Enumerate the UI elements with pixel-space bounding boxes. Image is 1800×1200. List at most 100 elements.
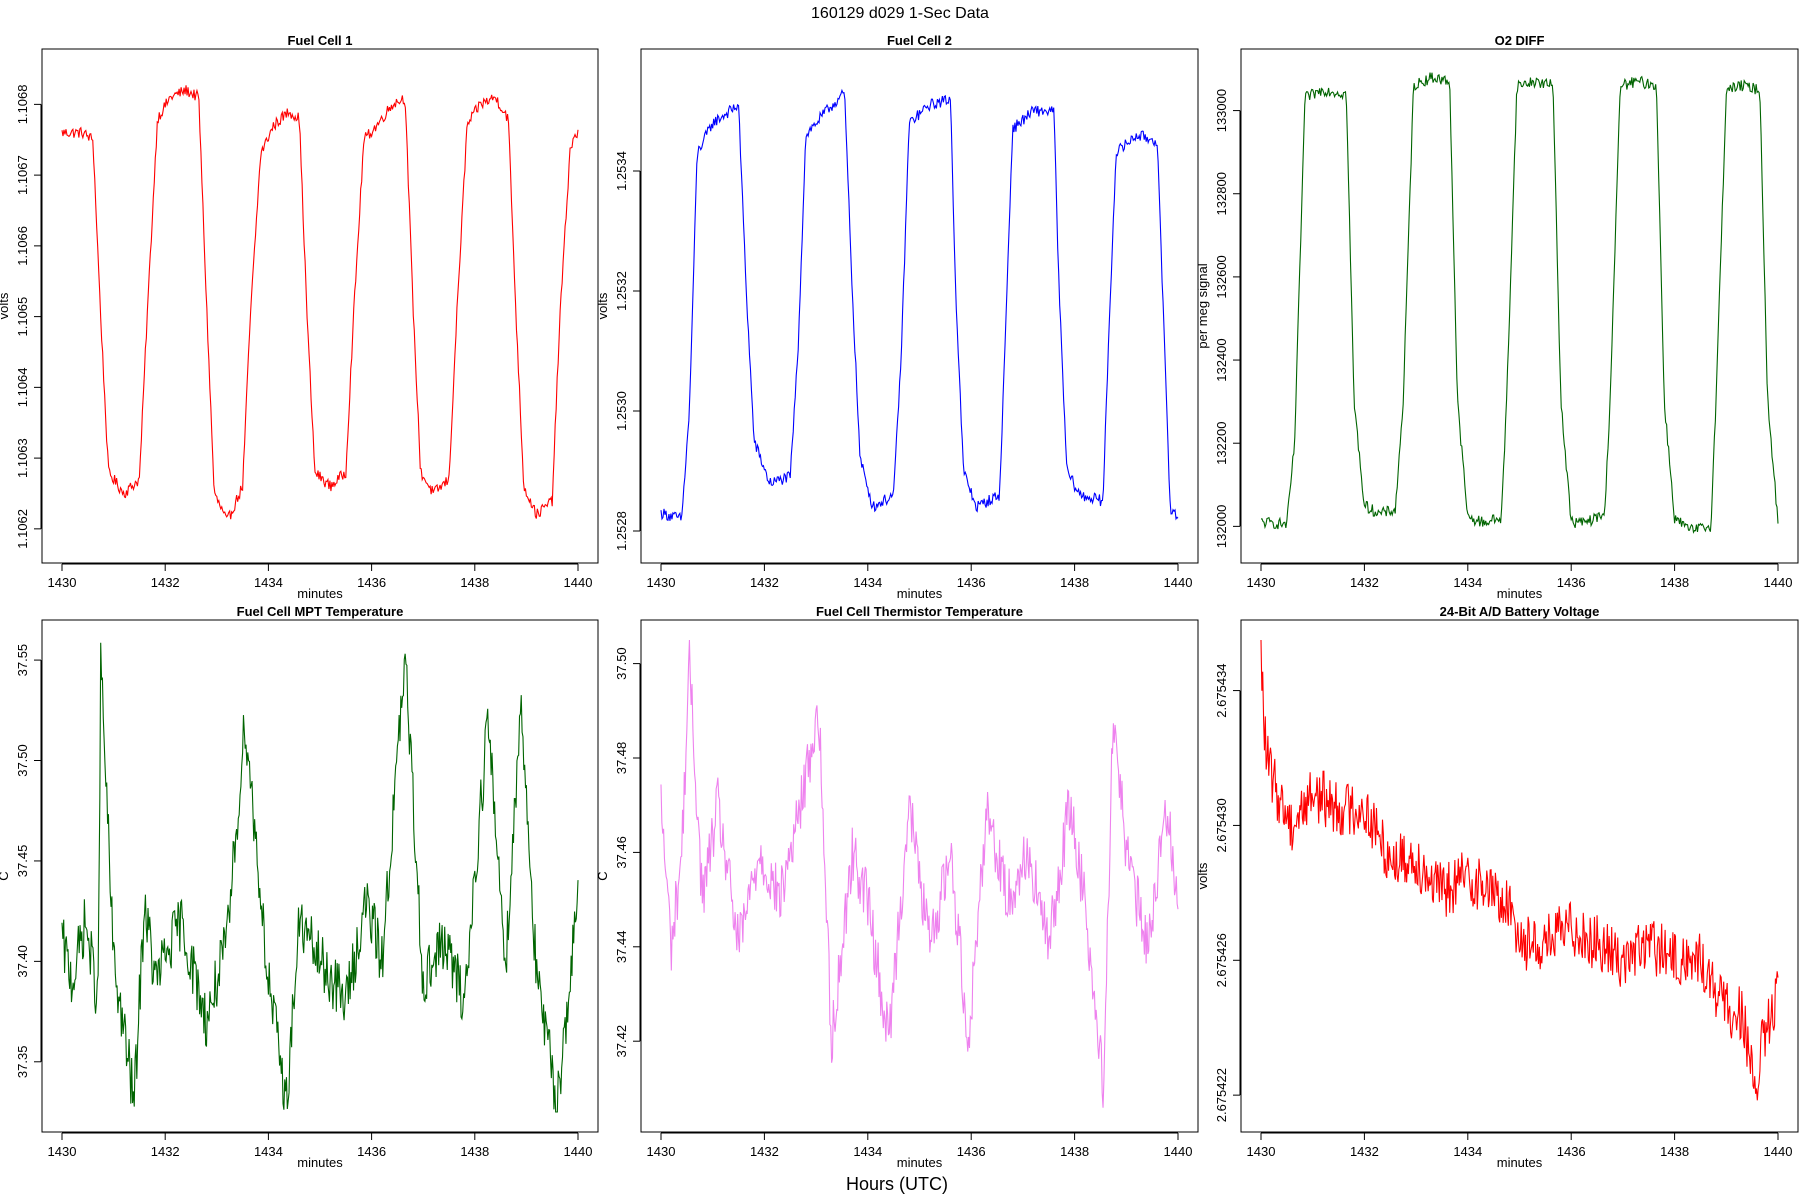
chart-panel-3: O2 DIFF 1430 1432 1434 1436 1438 1440 minutes 13…	[1195, 33, 1799, 601]
plot-frame	[640, 619, 1199, 1133]
x-tick-label: 1430	[1247, 1144, 1276, 1159]
panel-title: O2 DIFF	[1495, 33, 1545, 48]
series-line	[660, 88, 1179, 522]
chart-panel-6: 24-Bit A/D Battery Voltage 1430 1432 1434 14…	[1195, 604, 1799, 1170]
y-tick-label: 132400	[1214, 338, 1229, 381]
x-tick-label: 1440	[564, 1144, 593, 1159]
x-tick-label: 1432	[1350, 575, 1379, 590]
y-axis-label: volts	[0, 292, 11, 319]
x-tick-label: 1438	[460, 1144, 489, 1159]
x-tick-label: 1440	[1764, 575, 1793, 590]
plot-frame	[41, 619, 599, 1133]
y-tick-label: 1.1063	[15, 438, 30, 478]
y-tick-label: 37.50	[15, 744, 30, 777]
x-tick-label: 1440	[564, 575, 593, 590]
series-line	[61, 642, 579, 1113]
y-axis-label: per meg signal	[1195, 263, 1210, 348]
figure-title: 160129 d029 1-Sec Data	[811, 5, 989, 22]
y-tick-label: 37.40	[15, 945, 30, 978]
x-tick-label: 1430	[647, 1144, 676, 1159]
y-tick-label: 1.1067	[15, 155, 30, 195]
x-tick-label: 1436	[957, 1144, 986, 1159]
y-tick-label: 1.1068	[15, 84, 30, 124]
x-tick-label: 1440	[1164, 1144, 1193, 1159]
y-tick-label: 2.675434	[1214, 663, 1229, 717]
panel-title: 24-Bit A/D Battery Voltage	[1440, 604, 1600, 619]
x-tick-label: 1436	[357, 575, 386, 590]
y-tick-label: 132600	[1214, 255, 1229, 298]
series-line	[1260, 72, 1779, 534]
y-tick-label: 1.1062	[15, 509, 30, 549]
y-tick-label: 1.2532	[614, 271, 629, 311]
y-tick-label: 1.1066	[15, 226, 30, 266]
x-tick-label: 1438	[1660, 575, 1689, 590]
x-tick-label: 1432	[1350, 1144, 1379, 1159]
x-tick-label: 1430	[647, 575, 676, 590]
plot-frame	[41, 48, 599, 564]
x-tick-label: 1436	[1557, 1144, 1586, 1159]
x-tick-label: 1432	[750, 1144, 779, 1159]
y-axis-label: C	[0, 871, 11, 880]
x-axis-label: minutes	[297, 586, 343, 601]
x-tick-label: 1436	[357, 1144, 386, 1159]
x-tick-label: 1434	[254, 575, 283, 590]
x-tick-label: 1434	[254, 1144, 283, 1159]
y-tick-label: 37.35	[15, 1046, 30, 1079]
panel-title: Fuel Cell 2	[887, 33, 952, 48]
x-axis-label: minutes	[297, 1155, 343, 1170]
series-line	[660, 639, 1179, 1108]
x-tick-label: 1438	[1660, 1144, 1689, 1159]
chart-panel-1: Fuel Cell 1 1430 1432 1434 1436 1438 1440 minut…	[0, 33, 599, 601]
y-tick-label: 1.2528	[614, 511, 629, 551]
y-tick-label: 37.48	[614, 742, 629, 775]
y-tick-label: 133000	[1214, 89, 1229, 132]
x-tick-label: 1434	[1453, 1144, 1482, 1159]
x-tick-label: 1434	[1453, 575, 1482, 590]
y-tick-label: 2.675426	[1214, 933, 1229, 987]
panel-title: Fuel Cell 1	[287, 33, 352, 48]
x-tick-label: 1430	[48, 575, 77, 590]
x-tick-label: 1432	[750, 575, 779, 590]
plot-frame	[1240, 619, 1799, 1133]
panel-title: Fuel Cell Thermistor Temperature	[816, 604, 1023, 619]
y-tick-label: 37.42	[614, 1025, 629, 1058]
chart-panel-5: Fuel Cell Thermistor Temperature 1430 1432…	[595, 604, 1199, 1170]
series-line	[61, 85, 579, 520]
x-tick-label: 1430	[48, 1144, 77, 1159]
y-tick-label: 1.1065	[15, 297, 30, 337]
y-axis-label: volts	[595, 292, 610, 319]
y-tick-label: 37.46	[614, 836, 629, 869]
y-tick-label: 1.2534	[614, 151, 629, 191]
plot-frame	[640, 48, 1199, 564]
x-tick-label: 1440	[1764, 1144, 1793, 1159]
x-tick-label: 1438	[1060, 1144, 1089, 1159]
panel-title: Fuel Cell MPT Temperature	[237, 604, 404, 619]
x-axis-label: minutes	[1497, 586, 1543, 601]
panels: Fuel Cell 1 1430 1432 1434 1436 1438 1440 minut…	[0, 33, 1799, 1170]
y-axis-label: volts	[1195, 862, 1210, 889]
chart-panel-4: Fuel Cell MPT Temperature 1430 1432 1434 143…	[0, 604, 599, 1170]
x-tick-label: 1432	[151, 575, 180, 590]
x-tick-label: 1436	[1557, 575, 1586, 590]
y-tick-label: 1.1064	[15, 367, 30, 407]
x-axis-label: minutes	[897, 586, 943, 601]
x-tick-label: 1430	[1247, 575, 1276, 590]
y-axis-label: C	[595, 871, 610, 880]
x-tick-label: 1436	[957, 575, 986, 590]
x-axis-label: minutes	[897, 1155, 943, 1170]
x-tick-label: 1432	[151, 1144, 180, 1159]
chart-panel-2: Fuel Cell 2 1430 1432 1434 1436 1438 1440 minut…	[595, 33, 1199, 601]
y-tick-label: 132200	[1214, 422, 1229, 465]
y-tick-label: 132800	[1214, 172, 1229, 215]
series-line	[1260, 639, 1779, 1101]
x-axis-label: minutes	[1497, 1155, 1543, 1170]
x-tick-label: 1440	[1164, 575, 1193, 590]
y-tick-label: 37.50	[614, 647, 629, 680]
x-tick-label: 1434	[853, 575, 882, 590]
y-tick-label: 1.2530	[614, 391, 629, 431]
x-tick-label: 1438	[460, 575, 489, 590]
y-tick-label: 2.675430	[1214, 798, 1229, 852]
x-tick-label: 1438	[1060, 575, 1089, 590]
y-tick-label: 2.675422	[1214, 1068, 1229, 1122]
y-tick-label: 132000	[1214, 505, 1229, 548]
